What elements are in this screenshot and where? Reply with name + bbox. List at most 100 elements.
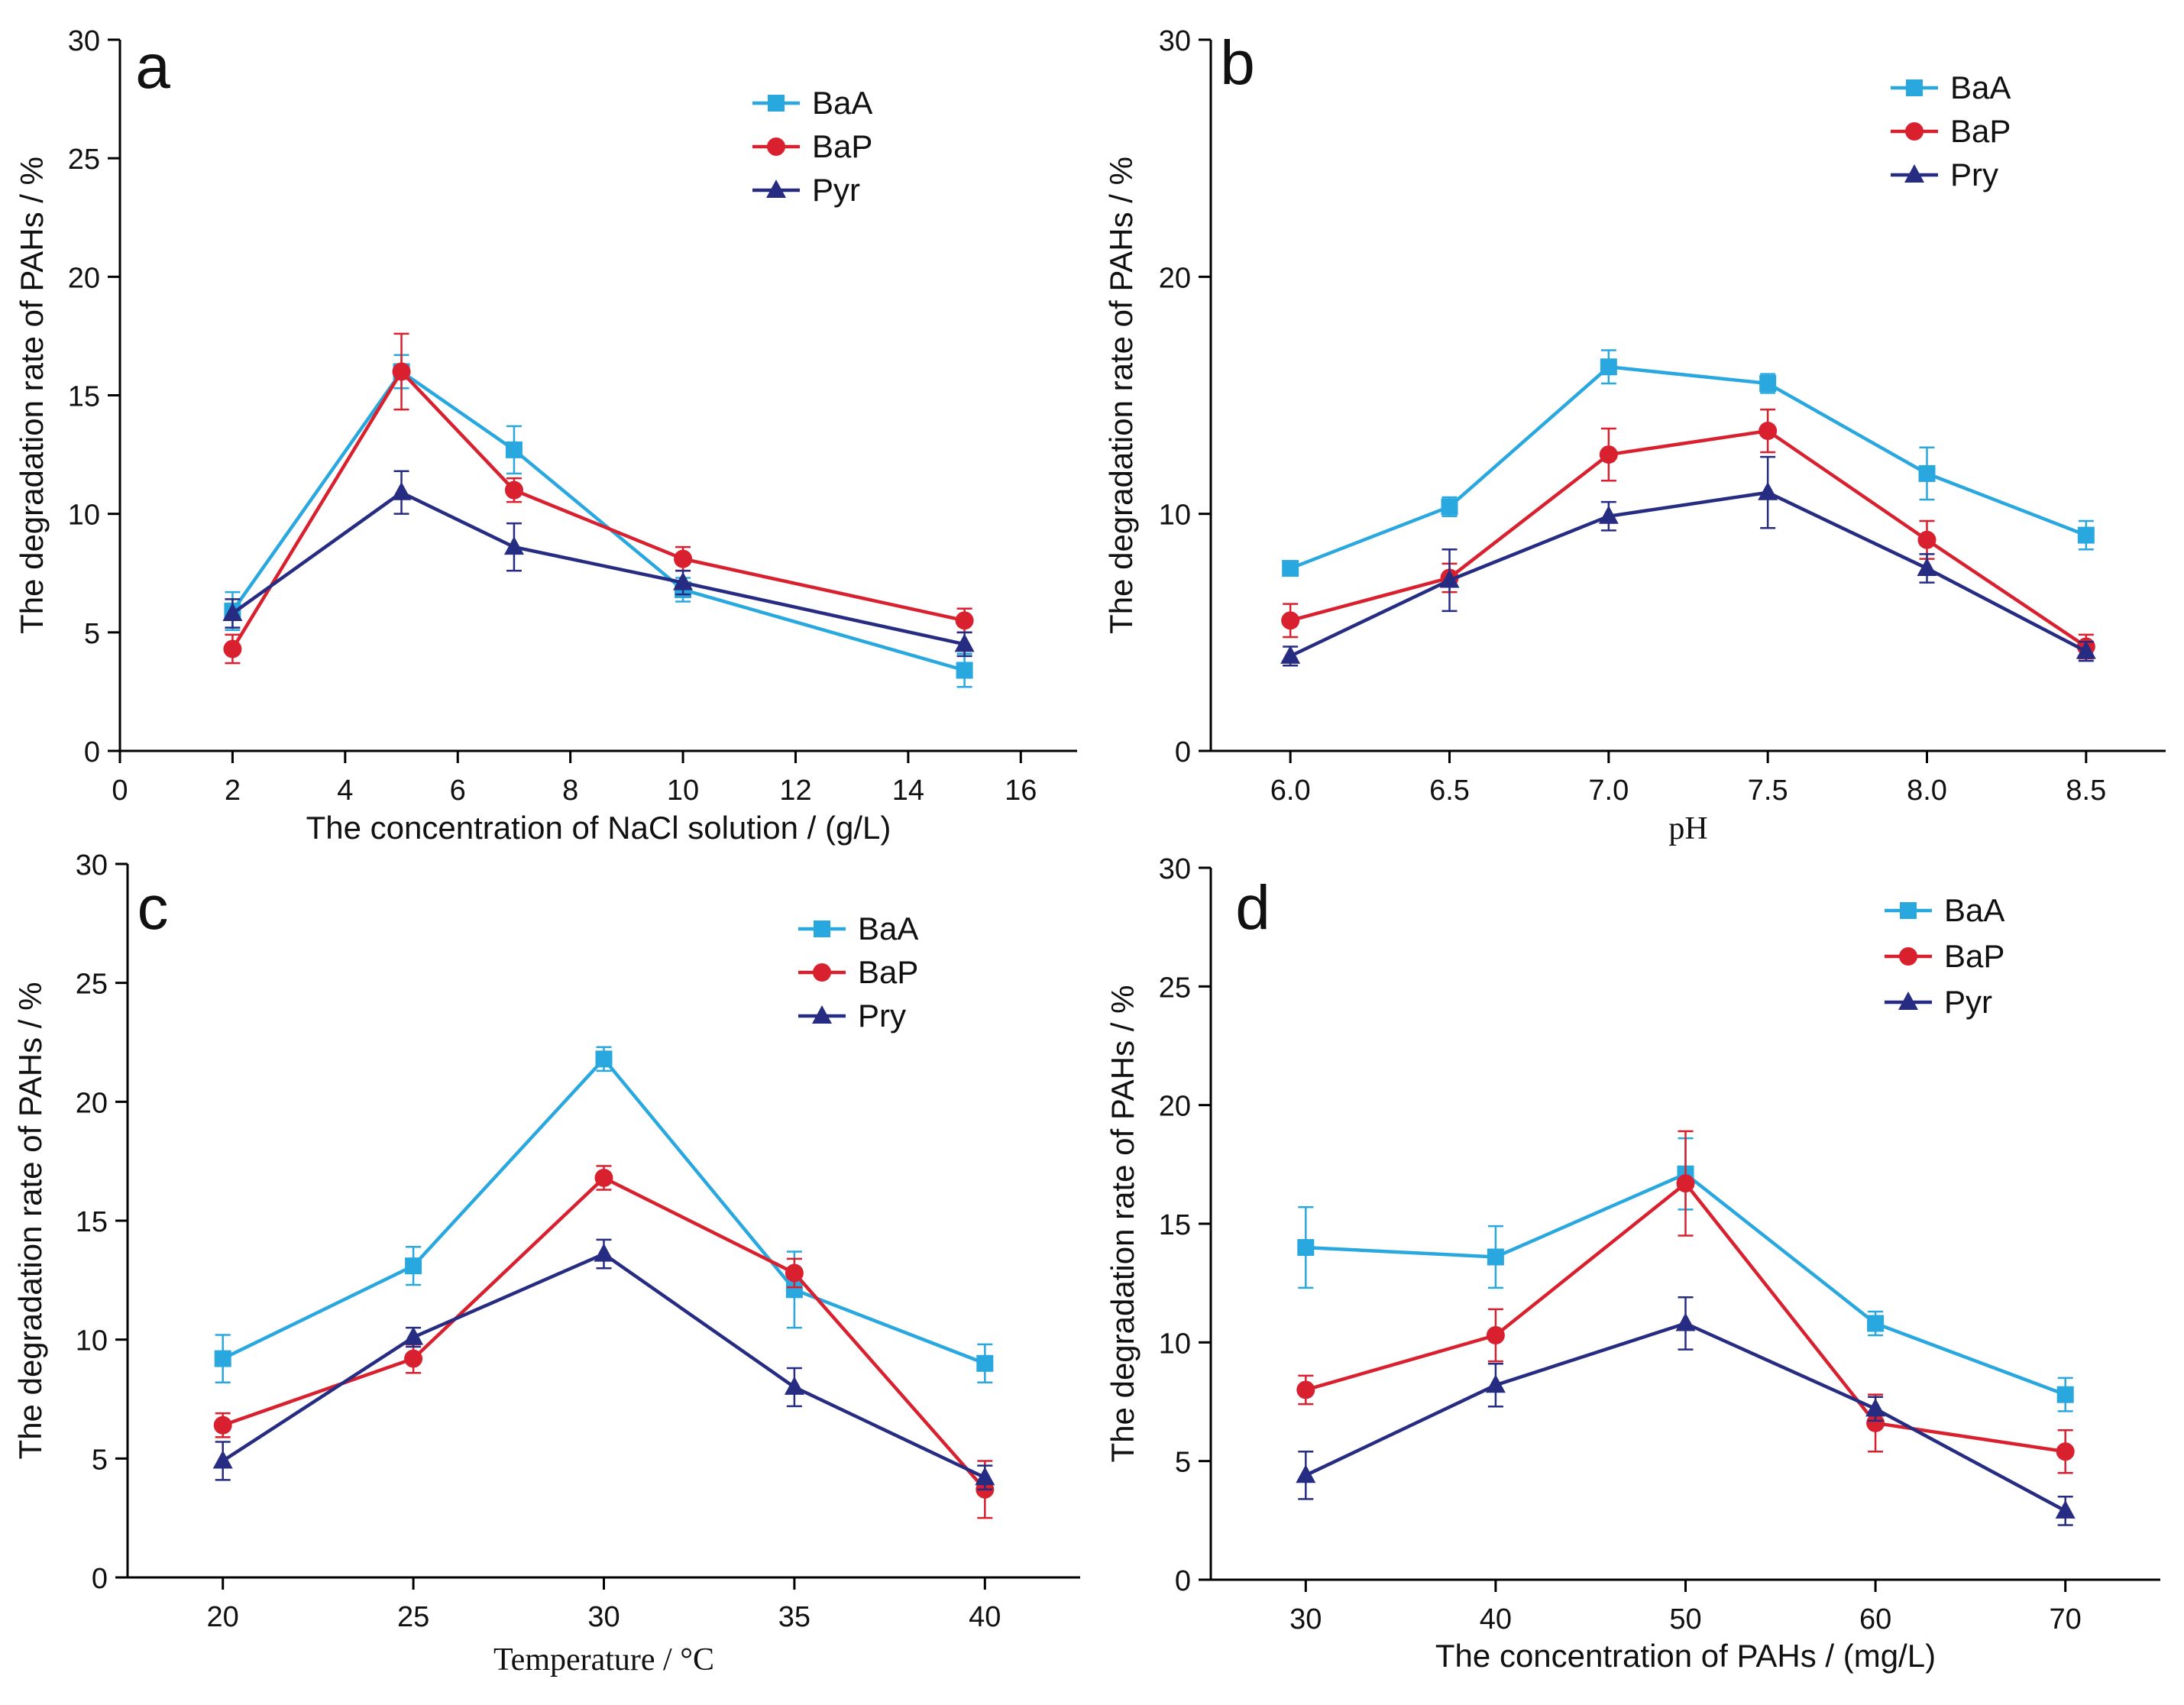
x-tick-label: 10 <box>667 775 699 807</box>
data-point <box>392 362 411 381</box>
data-point <box>1600 358 1617 376</box>
data-point <box>1282 560 1299 578</box>
data-point <box>1297 1239 1315 1257</box>
data-point <box>594 1168 613 1187</box>
data-point <box>975 1467 995 1486</box>
data-point <box>391 481 412 500</box>
series-line <box>222 1176 986 1491</box>
y-tick-label: 30 <box>76 852 108 882</box>
data-point <box>1599 445 1618 464</box>
legend-item-pyr: Pyr <box>752 172 860 208</box>
y-axis-title: The degradation rate of PAHs / % <box>1105 985 1141 1463</box>
series-line <box>231 368 966 650</box>
y-tick-label: 10 <box>76 1325 108 1357</box>
data-point <box>1439 569 1460 588</box>
x-tick-label: 30 <box>587 1601 620 1633</box>
series-baa <box>224 354 973 688</box>
legend-marker <box>1898 992 1918 1010</box>
panel-label: a <box>135 32 170 102</box>
chart-panel-a: 0 5 10 15 20 25 30 0 2 4 6 8 10 12 14 16 The concentrati… <box>14 25 1077 846</box>
data-point <box>955 611 974 630</box>
data-point <box>1296 1380 1315 1399</box>
chart-panel-b: 0 10 20 30 6.0 6.5 7.0 7.5 8.0 8.5 pH The degradati… <box>1103 25 2166 846</box>
series-baa <box>214 1046 994 1383</box>
series-bap <box>1281 408 2095 660</box>
data-point <box>1485 1374 1506 1393</box>
legend-marker <box>1904 164 1924 183</box>
data-point <box>504 480 523 500</box>
y-tick-label: 15 <box>68 381 100 413</box>
series-bap <box>213 1165 995 1519</box>
chart-panel-d: 0 5 10 15 20 25 30 30 40 50 60 70 The concentration … <box>1105 853 2160 1674</box>
data-point <box>404 1349 423 1368</box>
data-point <box>785 1263 804 1283</box>
x-tick-label: 0 <box>112 775 128 807</box>
y-tick-label: 25 <box>1159 972 1191 1004</box>
y-tick-label: 20 <box>68 262 100 294</box>
y-tick-label: 30 <box>68 25 100 57</box>
legend-label: BaA <box>1944 892 2004 928</box>
data-point <box>673 571 694 590</box>
data-point <box>1918 464 1936 482</box>
x-tick-label: 35 <box>778 1601 811 1633</box>
data-point <box>212 1450 233 1469</box>
x-tick-label: 8 <box>562 775 578 807</box>
data-point <box>1867 1315 1885 1332</box>
x-tick-label: 60 <box>1859 1603 1891 1635</box>
series-line <box>231 490 966 646</box>
legend-marker <box>814 920 830 937</box>
legend-marker <box>1900 902 1917 919</box>
series-pry <box>1280 455 2096 667</box>
x-axis-title: The concentration of PAHs / (mg/L) <box>1435 1638 1936 1674</box>
data-point <box>1598 505 1619 524</box>
legend-item-bap: BaP <box>1891 113 2011 149</box>
data-point <box>1675 1312 1696 1331</box>
y-tick-label: 5 <box>92 1444 108 1476</box>
data-point <box>1487 1248 1504 1266</box>
y-tick-label: 20 <box>76 1087 108 1119</box>
data-point <box>1441 498 1458 516</box>
legend-label: BaP <box>1944 938 2004 974</box>
legend-label: BaA <box>812 85 872 121</box>
data-point <box>214 1350 231 1367</box>
legend-item-baa: BaA <box>1891 70 2011 105</box>
x-axis-title: The concentration of NaCl solution / (g/… <box>306 810 891 846</box>
data-point <box>595 1050 613 1068</box>
x-tick-label: 30 <box>1289 1603 1322 1635</box>
legend-marker <box>767 138 785 156</box>
data-point <box>594 1243 614 1262</box>
data-point <box>1486 1326 1505 1345</box>
legend-item-bap: BaP <box>798 954 918 990</box>
panel-label: d <box>1235 873 1270 943</box>
y-tick-label: 5 <box>1175 1447 1191 1479</box>
y-tick-label: 10 <box>68 500 100 532</box>
series-line <box>222 1056 986 1365</box>
data-point <box>784 1376 804 1395</box>
x-tick-label: 2 <box>225 775 241 807</box>
x-tick-label: 4 <box>337 775 353 807</box>
legend-item-pry: Pry <box>798 998 906 1034</box>
data-point <box>1281 611 1300 630</box>
y-tick-label: 10 <box>1159 1328 1191 1360</box>
x-tick-label: 7.0 <box>1588 775 1629 807</box>
x-tick-label: 6.0 <box>1270 775 1311 807</box>
legend-item-baa: BaA <box>752 85 872 121</box>
data-point <box>1758 481 1778 500</box>
y-axis-title: The degradation rate of PAHs / % <box>14 157 50 634</box>
y-tick-label: 20 <box>1159 262 1191 294</box>
data-point <box>2055 1500 2076 1519</box>
legend-marker <box>1899 947 1917 966</box>
y-tick-label: 30 <box>1159 25 1191 57</box>
x-tick-label: 70 <box>2050 1603 2082 1635</box>
legend-marker <box>1906 79 1923 96</box>
series-line <box>1289 429 2088 649</box>
data-point <box>1917 558 1937 577</box>
legend-item-bap: BaP <box>752 128 872 164</box>
data-point <box>1759 422 1778 441</box>
data-point <box>956 662 973 679</box>
data-point <box>1865 1398 1886 1417</box>
series-line <box>1289 490 2087 658</box>
legend-marker <box>812 1005 832 1024</box>
data-point <box>2056 1386 2074 1403</box>
